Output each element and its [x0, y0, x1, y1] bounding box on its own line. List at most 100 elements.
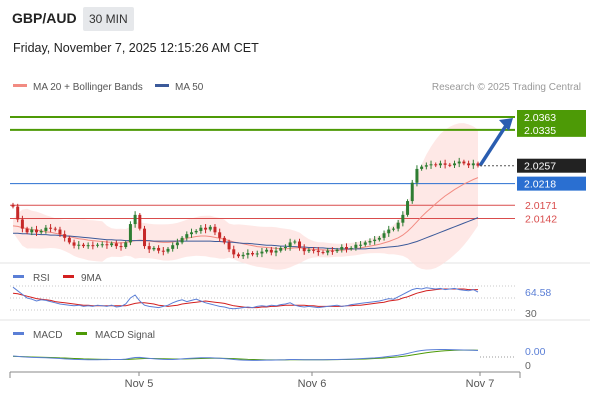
candle-body [39, 230, 43, 233]
candle-body [448, 164, 452, 166]
candle [143, 225, 147, 249]
candle-body [213, 226, 217, 233]
candle-body [453, 163, 457, 166]
candle [269, 247, 273, 256]
candle-body [265, 249, 269, 252]
candle-body [307, 249, 311, 252]
candle [283, 244, 287, 251]
candle-body [391, 228, 395, 230]
candle [171, 242, 175, 252]
candle [363, 240, 367, 247]
candle [100, 241, 104, 248]
interval-button[interactable]: 30 MIN [83, 7, 134, 31]
candle-body [152, 247, 156, 250]
candle [279, 246, 283, 253]
price-levels [10, 116, 515, 220]
candle [34, 225, 38, 236]
level-label-2.0363: 2.0363 [524, 112, 556, 124]
candle-body [382, 233, 386, 238]
candle-body [222, 237, 226, 243]
candle-body [255, 253, 259, 255]
candle [133, 211, 137, 228]
candle [312, 247, 316, 254]
rsi-value-label: 64.58 [525, 287, 551, 299]
candle [39, 229, 43, 235]
candle-body [25, 228, 29, 233]
candle [293, 239, 297, 245]
level-label-2.0171: 2.0171 [525, 200, 557, 212]
legend-label-macd: MACD [33, 330, 62, 341]
candle [251, 251, 255, 257]
candle [359, 241, 363, 249]
candle [462, 159, 466, 166]
candle [11, 202, 15, 209]
candle-body [194, 230, 198, 233]
candle [77, 241, 81, 250]
candle-body [166, 248, 170, 252]
candle-body [246, 253, 250, 255]
candle-body [91, 245, 95, 247]
candle-body [443, 163, 447, 165]
candle-body [128, 224, 132, 243]
macd-signal-line [12, 349, 479, 361]
candle [349, 246, 353, 251]
candle-body [429, 164, 433, 166]
candle-body [401, 214, 405, 223]
candle-body [232, 249, 236, 255]
candle [246, 249, 250, 259]
forecast-arrow-shaft [478, 123, 509, 167]
candle-body [16, 206, 20, 220]
candle [119, 242, 123, 251]
candle [335, 247, 339, 253]
macd-axis-label: 0 [525, 360, 531, 372]
candle [330, 247, 334, 255]
candle [307, 247, 311, 253]
candle-body [344, 247, 348, 249]
candle [429, 160, 433, 169]
candle [354, 241, 358, 251]
macd-value-label: 0.00 [525, 346, 546, 358]
x-tick-label: Nov 5 [125, 378, 154, 390]
candle-body [77, 244, 81, 246]
candle-body [124, 242, 128, 248]
legend-swatch-macd [13, 332, 24, 335]
legend-swatch-ma20 [13, 84, 27, 87]
candle [105, 240, 109, 249]
legend-swatch-rsi [13, 275, 24, 278]
candle [161, 247, 165, 256]
candle-body [63, 234, 67, 238]
candle-body [114, 243, 118, 247]
candle-body [218, 232, 222, 238]
candle [457, 157, 461, 168]
candle [86, 242, 90, 249]
candle-body [340, 247, 344, 250]
candle-body [415, 168, 419, 183]
candle [44, 224, 48, 234]
candle-body [53, 228, 57, 230]
candle-body [185, 234, 189, 238]
legend-label-ma20: MA 20 + Bollinger Bands [33, 82, 143, 93]
level-label-2.0142: 2.0142 [525, 214, 557, 226]
candle-body [434, 164, 438, 166]
candle-body [86, 245, 90, 247]
candle [20, 215, 24, 233]
candle-body [467, 163, 471, 166]
candle-body [105, 244, 109, 246]
candle-body [175, 242, 179, 246]
candle-body [377, 237, 381, 240]
candle [453, 160, 457, 168]
candle [175, 238, 179, 249]
ma50-line [13, 217, 479, 250]
candle [260, 247, 264, 258]
candle-body [143, 228, 147, 247]
candle [110, 241, 114, 248]
candle [424, 162, 428, 170]
candle [288, 238, 292, 251]
candle [16, 203, 20, 223]
candle [387, 225, 391, 237]
chart-header: GBP/AUD 30 MIN [0, 0, 590, 40]
candle [138, 213, 142, 231]
candle [298, 238, 302, 251]
candle-body [133, 214, 137, 225]
